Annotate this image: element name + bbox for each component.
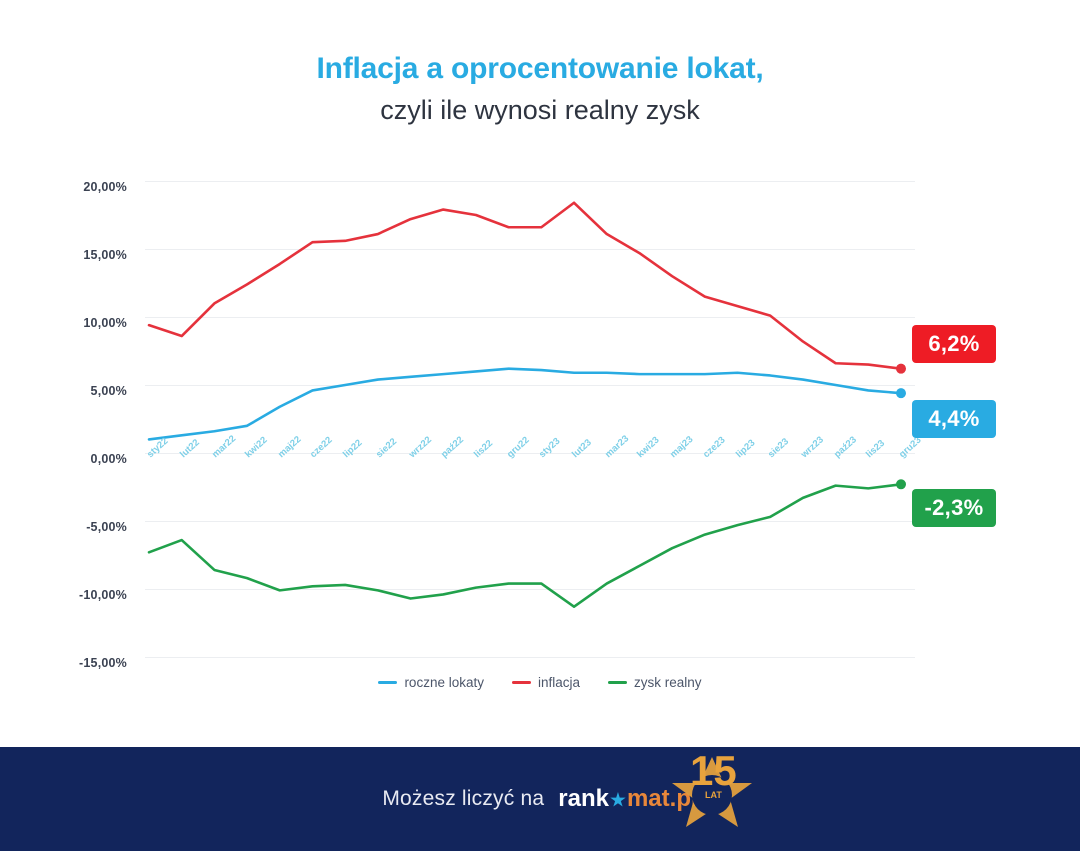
y-axis-labels: 20,00% 15,00% 10,00% 5,00% 0,00% -5,00% -10,00… <box>0 175 140 670</box>
x-axis-labels: sty22 lut22 mar22 kwi22 maj22 cze22 lip22 sie22… <box>145 433 924 512</box>
y-axis-tick-label: 5,00% <box>90 384 127 398</box>
y-axis-tick-label: 15,00% <box>83 248 127 262</box>
value-badge-inflacja: 6,2% <box>912 325 996 363</box>
legend-item[interactable]: inflacja <box>511 675 581 690</box>
y-axis-tick-label: 0,00% <box>90 452 127 466</box>
legend-label: inflacja <box>537 675 581 690</box>
footer-bar: Możesz liczyć na rank mat.pl 15 LAT <box>0 747 1080 851</box>
title-sub: czyli ile wynosi realny zysk <box>380 95 700 125</box>
y-axis-tick-label: -10,00% <box>79 588 127 602</box>
gridline <box>145 249 915 250</box>
series-endpoint-roczne-lokaty <box>896 388 906 399</box>
series-line-inflacja <box>147 201 903 370</box>
gridline <box>145 589 915 590</box>
chart-legend: roczne lokaty inflacja zysk realny <box>0 675 1080 690</box>
y-axis-tick-label: -15,00% <box>79 656 127 670</box>
gridline <box>145 521 915 522</box>
legend-item[interactable]: roczne lokaty <box>378 675 484 690</box>
series-line-roczne-lokaty <box>147 367 903 441</box>
y-axis-tick-label: 20,00% <box>83 180 127 194</box>
y-axis-tick-label: 10,00% <box>83 316 127 330</box>
gridline <box>145 317 915 318</box>
series-endpoint-zysk-realny <box>896 479 906 490</box>
gridline <box>145 181 915 182</box>
series-line-zysk-realny <box>147 482 903 608</box>
page-title: Inflacja a oprocentowanie lokat, czyli i… <box>0 50 1080 129</box>
gridline <box>145 657 915 658</box>
logo-text-part1: rank <box>558 785 609 812</box>
legend-color-swatch <box>378 681 398 684</box>
legend-color-swatch <box>511 681 531 684</box>
svg-text:LAT: LAT <box>705 790 722 800</box>
legend-label: roczne lokaty <box>404 675 484 690</box>
plot-area <box>145 175 915 665</box>
title-main: Inflacja a oprocentowanie lokat, <box>316 52 764 85</box>
value-badge-zysk: -2,3% <box>912 489 996 527</box>
legend-label: zysk realny <box>634 675 702 690</box>
gridline <box>145 453 915 454</box>
footer-text: Możesz liczyć na <box>382 787 545 810</box>
anniversary-badge-icon: 15 LAT <box>671 747 752 827</box>
svg-text:15: 15 <box>690 747 737 794</box>
star-icon <box>610 792 626 807</box>
series-endpoint-inflacja <box>896 363 906 374</box>
legend-item[interactable]: zysk realny <box>608 675 702 690</box>
line-series-svg <box>147 201 906 608</box>
value-badge-lokaty: 4,4% <box>912 400 996 438</box>
legend-color-swatch <box>608 681 628 684</box>
gridline <box>145 385 915 386</box>
y-axis-tick-label: -5,00% <box>86 520 127 534</box>
